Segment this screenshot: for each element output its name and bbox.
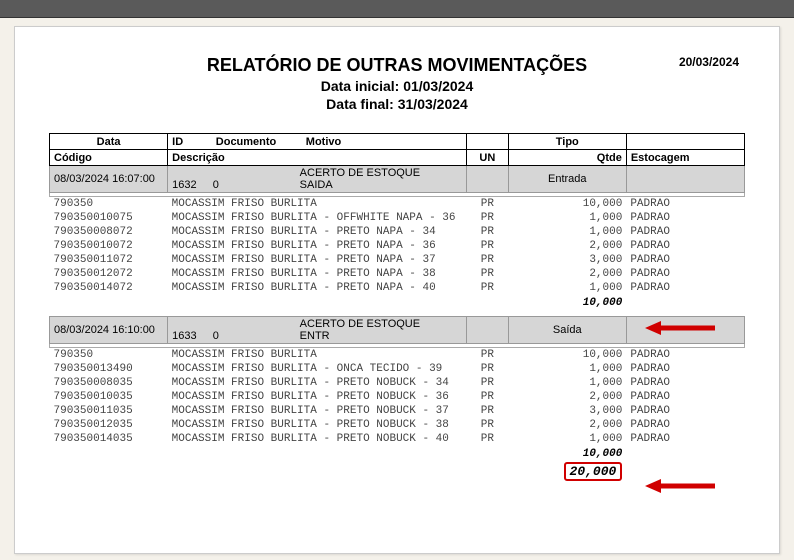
date-final: Data final: 31/03/2024 — [49, 96, 745, 114]
grand-total-value: 20,000 — [564, 462, 623, 481]
hdr-data: Data — [50, 134, 168, 150]
table-row: 790350014035MOCASSIM FRISO BURLITA - PRE… — [50, 432, 745, 446]
table-row: 790350010072MOCASSIM FRISO BURLITA - PRE… — [50, 239, 745, 253]
table-row: 790350MOCASSIM FRISO BURLITAPR10,000PADR… — [50, 348, 745, 362]
table-row: 790350MOCASSIM FRISO BURLITAPR10,000PADR… — [50, 197, 745, 211]
report-table: Data ID Documento Motivo Tipo Código Des… — [49, 133, 745, 481]
date-initial: Data inicial: 01/03/2024 — [49, 78, 745, 96]
report-title: RELATÓRIO DE OUTRAS MOVIMENTAÇÕES — [49, 55, 745, 76]
viewer-top-bar — [0, 0, 794, 18]
print-date: 20/03/2024 — [679, 55, 739, 69]
subtotal-row: 10,000 — [50, 295, 745, 311]
table-row: 790350010075MOCASSIM FRISO BURLITA - OFF… — [50, 211, 745, 225]
table-row: 790350011072MOCASSIM FRISO BURLITA - PRE… — [50, 253, 745, 267]
hdr-tipo: Tipo — [508, 134, 626, 150]
group-header-row: 08/03/2024 16:10:0016330ACERTO DE ESTOQU… — [50, 317, 745, 344]
subtotal-row: 10,000 — [50, 446, 745, 462]
header-row-detail: Código Descrição UN Qtde Estocagem — [50, 150, 745, 166]
table-row: 790350008035MOCASSIM FRISO BURLITA - PRE… — [50, 376, 745, 390]
hdr-estocagem: Estocagem — [626, 150, 744, 166]
hdr-un: UN — [467, 150, 509, 166]
hdr-descricao: Descrição — [168, 150, 467, 166]
table-row: 790350010035MOCASSIM FRISO BURLITA - PRE… — [50, 390, 745, 404]
hdr-codigo: Código — [50, 150, 168, 166]
arrow-icon — [645, 475, 715, 497]
table-row: 790350013490MOCASSIM FRISO BURLITA - ONC… — [50, 362, 745, 376]
group-header-row: 08/03/2024 16:07:0016320ACERTO DE ESTOQU… — [50, 166, 745, 193]
table-row: 790350008072MOCASSIM FRISO BURLITA - PRE… — [50, 225, 745, 239]
hdr-id-doc-motivo: ID Documento Motivo — [168, 134, 467, 150]
table-row: 790350011035MOCASSIM FRISO BURLITA - PRE… — [50, 404, 745, 418]
grand-total-row: 20,000 — [50, 462, 745, 481]
arrow-icon — [645, 317, 715, 339]
table-row: 790350014072MOCASSIM FRISO BURLITA - PRE… — [50, 281, 745, 295]
hdr-qtde: Qtde — [508, 150, 626, 166]
table-row: 790350012072MOCASSIM FRISO BURLITA - PRE… — [50, 267, 745, 281]
table-row: 790350012035MOCASSIM FRISO BURLITA - PRE… — [50, 418, 745, 432]
header-row-group: Data ID Documento Motivo Tipo — [50, 134, 745, 150]
report-page: 20/03/2024 RELATÓRIO DE OUTRAS MOVIMENTA… — [14, 26, 780, 554]
